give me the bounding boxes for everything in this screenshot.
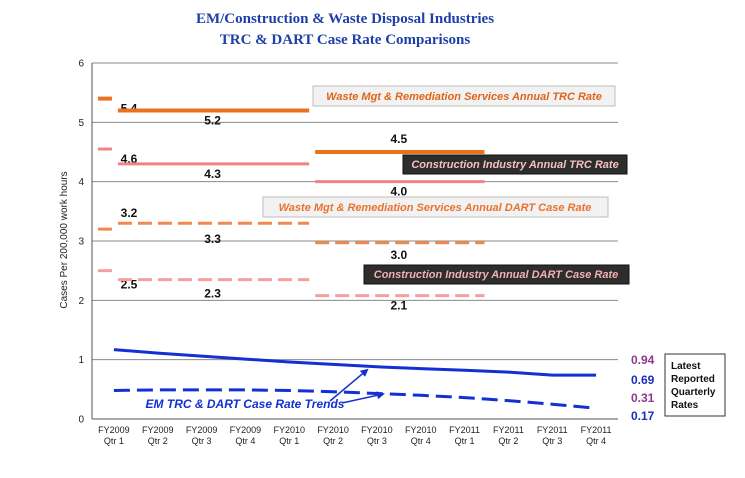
waste-dart-label-0: 3.2 — [121, 206, 138, 220]
construction-dart-label-1: 2.3 — [204, 287, 221, 301]
x-tick-11-year: FY2011 — [581, 425, 612, 435]
y-tick-4: 4 — [78, 177, 84, 188]
latest-rate-1: 0.69 — [631, 373, 655, 387]
y-tick-3: 3 — [78, 237, 84, 248]
latest-rates-label-1: Reported — [671, 374, 715, 385]
latest-rates: 0.94 0.69 0.31 0.17 Latest Reported Quar… — [631, 353, 726, 423]
y-axis-label: Cases Per 200,000 work hours — [59, 171, 70, 308]
x-tick-10-qtr: Qtr 3 — [542, 436, 562, 446]
annotation-em-trends-text: EM TRC & DART Case Rate Trends — [146, 397, 345, 411]
construction-trc-label-1: 4.3 — [204, 167, 221, 181]
latest-rate-2: 0.31 — [631, 391, 655, 405]
benchmark-lines: 5.45.24.54.64.34.03.23.33.02.52.32.1 — [98, 96, 485, 313]
y-tick-6: 6 — [78, 59, 84, 70]
waste-dart-label-2: 3.0 — [390, 248, 407, 262]
x-tick-7-year: FY2010 — [405, 425, 437, 435]
annotation-waste-trc: Waste Mgt & Remediation Services Annual … — [312, 85, 616, 107]
latest-rates-box — [664, 353, 726, 417]
series-em-dart — [113, 388, 597, 410]
construction-dart-label-2: 2.1 — [390, 299, 407, 313]
annotation-construction-dart-text: Construction Industry Annual DART Case R… — [374, 269, 618, 281]
waste-dart-label-1: 3.3 — [204, 232, 221, 246]
x-tick-7-qtr: Qtr 4 — [411, 436, 431, 446]
waste-trc-label-2: 4.5 — [390, 132, 407, 146]
x-tick-5-year: FY2010 — [317, 425, 349, 435]
latest-rates-label-3: Rates — [671, 400, 699, 411]
x-tick-2-year: FY2009 — [186, 425, 218, 435]
construction-trc-label-2: 4.0 — [390, 185, 407, 199]
series-em-trc — [113, 348, 597, 377]
x-tick-9-year: FY2011 — [493, 425, 524, 435]
x-tick-1-qtr: Qtr 2 — [148, 436, 168, 446]
x-tick-8-qtr: Qtr 1 — [455, 436, 475, 446]
x-tick-5-qtr: Qtr 2 — [323, 436, 343, 446]
em-series — [113, 348, 597, 410]
x-tick-0-year: FY2009 — [98, 425, 130, 435]
x-tick-11-qtr: Qtr 4 — [586, 436, 606, 446]
y-tick-0: 0 — [78, 415, 84, 426]
annotation-construction-trc-text: Construction Industry Annual TRC Rate — [411, 159, 618, 171]
x-tick-6-qtr: Qtr 3 — [367, 436, 387, 446]
x-tick-10-year: FY2011 — [537, 425, 568, 435]
x-tick-3-year: FY2009 — [230, 425, 262, 435]
chart-title: EM/Construction & Waste Disposal Industr… — [196, 11, 494, 27]
x-tick-4-qtr: Qtr 1 — [279, 436, 299, 446]
latest-rate-0: 0.94 — [631, 353, 655, 367]
waste-trc-label-1: 5.2 — [204, 113, 221, 127]
x-tick-3-qtr: Qtr 4 — [235, 436, 255, 446]
construction-dart-label-0: 2.5 — [121, 278, 138, 292]
annotation-waste-trc-text: Waste Mgt & Remediation Services Annual … — [326, 91, 602, 103]
latest-rates-label-2: Quarterly — [671, 387, 716, 398]
x-tick-6-year: FY2010 — [361, 425, 393, 435]
x-tick-1-year: FY2009 — [142, 425, 174, 435]
latest-rates-label-0: Latest — [671, 361, 701, 372]
y-tick-5: 5 — [78, 118, 84, 129]
x-tick-9-qtr: Qtr 2 — [498, 436, 518, 446]
x-tick-4-year: FY2010 — [273, 425, 305, 435]
y-tick-2: 2 — [78, 296, 84, 307]
grid — [92, 62, 618, 361]
annotation-waste-dart-text: Waste Mgt & Remediation Services Annual … — [279, 202, 592, 214]
x-tick-2-qtr: Qtr 3 — [192, 436, 212, 446]
annotation-construction-trc: Construction Industry Annual TRC Rate — [402, 154, 628, 175]
chart-subtitle: TRC & DART Case Rate Comparisons — [220, 32, 471, 48]
annotation-em-trends: EM TRC & DART Case Rate Trends — [146, 368, 385, 411]
x-tick-8-year: FY2011 — [449, 425, 480, 435]
y-tick-1: 1 — [78, 355, 84, 366]
annotation-waste-dart: Waste Mgt & Remediation Services Annual … — [262, 196, 609, 218]
annotation-construction-dart: Construction Industry Annual DART Case R… — [363, 264, 630, 285]
x-tick-0-qtr: Qtr 1 — [104, 436, 124, 446]
latest-rate-3: 0.17 — [631, 409, 655, 423]
